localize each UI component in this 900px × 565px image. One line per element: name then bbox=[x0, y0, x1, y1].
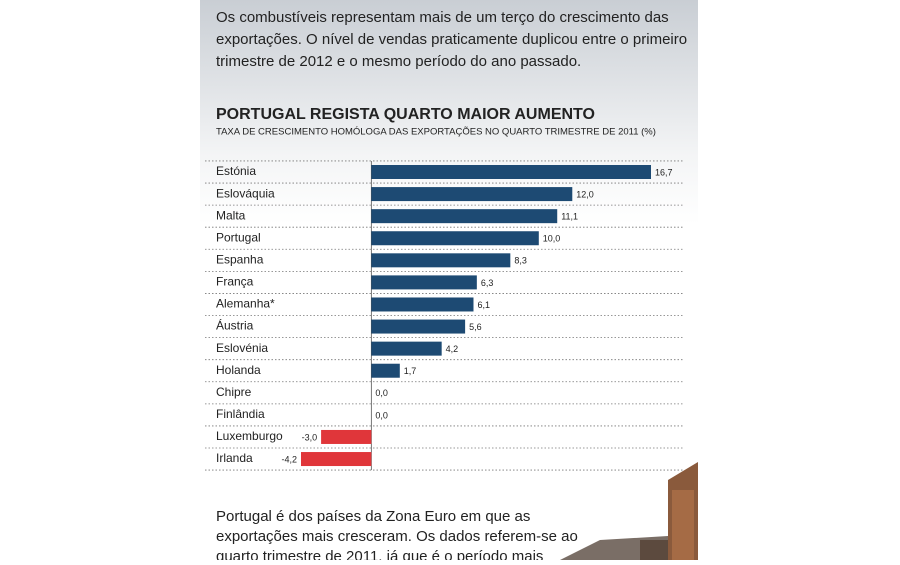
bar bbox=[371, 363, 400, 378]
value-label: 8,3 bbox=[514, 256, 527, 266]
value-label: 6,1 bbox=[477, 300, 490, 310]
category-label: Eslováquia bbox=[216, 186, 275, 200]
category-label: Chipre bbox=[216, 385, 252, 399]
chart-subtitle: TAXA DE CRESCIMENTO HOMÓLOGA DAS EXPORTA… bbox=[216, 127, 656, 138]
intro-line: Os combustíveis representam mais de um t… bbox=[216, 9, 669, 26]
value-label: 11,1 bbox=[561, 212, 578, 222]
bar bbox=[301, 452, 372, 467]
bar bbox=[371, 275, 477, 290]
value-label: 0,0 bbox=[375, 410, 388, 420]
value-label: 6,3 bbox=[481, 278, 494, 288]
bar bbox=[371, 187, 573, 202]
value-label: 10,0 bbox=[543, 234, 561, 244]
chart-title: PORTUGAL REGISTA QUARTO MAIOR AUMENTO bbox=[216, 106, 595, 123]
value-label: -4,2 bbox=[281, 454, 297, 464]
category-label: Finlândia bbox=[216, 407, 265, 421]
category-label: Eslovénia bbox=[216, 341, 268, 355]
bar bbox=[321, 429, 372, 444]
photo bbox=[560, 462, 698, 560]
outro-line: Portugal é dos países da Zona Euro em qu… bbox=[216, 508, 530, 525]
category-label: Malta bbox=[216, 208, 246, 222]
category-label: Alemanha* bbox=[216, 297, 275, 311]
bar bbox=[371, 209, 558, 224]
category-label: França bbox=[216, 275, 254, 289]
bar bbox=[371, 165, 651, 179]
value-label: 0,0 bbox=[375, 388, 388, 398]
bar bbox=[371, 231, 539, 246]
category-label: Estónia bbox=[216, 164, 256, 178]
value-label: 1,7 bbox=[404, 366, 417, 376]
category-label: Áustria bbox=[216, 318, 254, 333]
category-label: Holanda bbox=[216, 363, 261, 377]
chart: Estónia 16,7 Eslováquia 12,0 Malta 11,1 Portug… bbox=[205, 160, 684, 471]
category-label: Portugal bbox=[216, 230, 261, 244]
bar bbox=[371, 319, 466, 334]
outro-line: exportações mais cresceram. Os dados ref… bbox=[216, 528, 578, 545]
value-label: 5,6 bbox=[469, 322, 482, 332]
bar bbox=[371, 253, 511, 268]
value-label: 4,2 bbox=[446, 344, 459, 354]
value-label: 12,0 bbox=[576, 189, 594, 199]
bar bbox=[371, 297, 474, 312]
intro-line: trimestre de 2012 e o mesmo período do a… bbox=[216, 53, 581, 70]
bar bbox=[371, 341, 442, 356]
category-label: Luxemburgo bbox=[216, 429, 283, 443]
category-label: Irlanda bbox=[216, 451, 253, 465]
category-label: Espanha bbox=[216, 252, 264, 266]
value-label: -3,0 bbox=[302, 432, 318, 442]
outro-line: quarto trimestre de 2011, já que é o per… bbox=[216, 548, 543, 560]
value-label: 16,7 bbox=[655, 167, 673, 177]
intro-line: exportações. O nível de vendas praticame… bbox=[216, 31, 687, 48]
